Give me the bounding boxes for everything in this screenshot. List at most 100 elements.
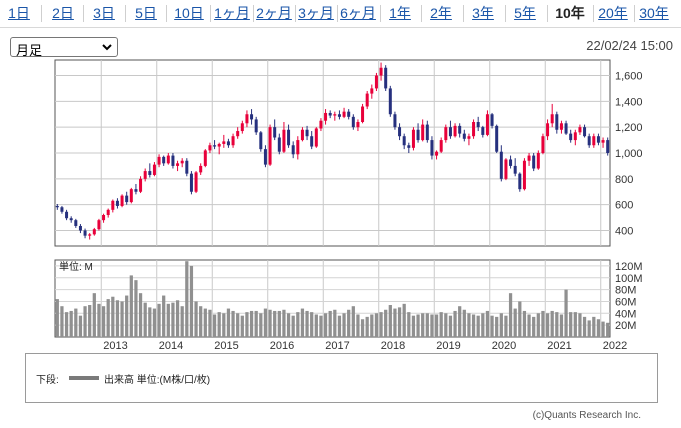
volume-pane-frame (54, 259, 611, 338)
candle-body (324, 112, 328, 121)
volume-bar (337, 315, 342, 337)
volume-bar (467, 313, 471, 337)
tab-divider (421, 5, 422, 22)
candle-body (448, 127, 452, 137)
volume-bar (351, 306, 355, 337)
x-axis-year-label: 2022 (603, 340, 627, 350)
tab-6m[interactable]: 6ヶ月 (340, 5, 376, 21)
candle-body (162, 156, 166, 164)
candle-body (314, 128, 318, 147)
volume-bar (162, 295, 166, 337)
tab-3m[interactable]: 3ヶ月 (298, 5, 334, 21)
volume-unit-label: 単位: M (59, 260, 93, 273)
tab-10y[interactable]: 10年 (555, 5, 585, 21)
volume-bar (365, 316, 369, 337)
tab-20y[interactable]: 20年 (598, 5, 628, 21)
tab-3y[interactable]: 3年 (472, 5, 494, 21)
x-axis-year-label: 2020 (492, 340, 516, 350)
candle-body (379, 67, 383, 76)
volume-bar (328, 310, 332, 337)
tab-divider (210, 5, 211, 22)
candle-body (342, 111, 346, 117)
volume-bar (240, 315, 244, 337)
candle-body (462, 133, 466, 139)
volume-bar (60, 306, 64, 337)
candle-body (453, 125, 457, 137)
candle-body (559, 123, 563, 130)
volume-bar (388, 305, 392, 337)
tab-30y[interactable]: 30年 (639, 5, 669, 21)
tab-2y[interactable]: 2年 (430, 5, 452, 21)
volume-bar (592, 316, 596, 337)
volume-bar (189, 265, 194, 337)
candle-body (485, 114, 489, 135)
volume-bar (384, 309, 388, 337)
candle-body (490, 114, 494, 126)
tab-divider (41, 5, 42, 22)
candle-body (268, 127, 272, 165)
volume-tick-label: 40M (615, 308, 636, 320)
volume-bar (545, 313, 550, 337)
volume-bar (157, 303, 161, 337)
volume-bar (439, 312, 443, 337)
volume-bar (143, 302, 147, 337)
candle-body (573, 132, 577, 141)
tab-5y[interactable]: 5年 (514, 5, 536, 21)
volume-bar (578, 313, 582, 337)
price-tick-label: 800 (615, 174, 633, 186)
volume-bar (601, 321, 605, 337)
candle-body (250, 114, 254, 120)
tab-1m[interactable]: 1ヶ月 (214, 5, 250, 21)
tab-1y[interactable]: 1年 (389, 5, 411, 21)
x-axis-year-label: 2015 (214, 340, 238, 350)
volume-bar (273, 310, 277, 337)
tab-2m[interactable]: 2ヶ月 (256, 5, 292, 21)
candle-body (347, 111, 351, 117)
candle-body (222, 141, 226, 144)
volume-bar (495, 316, 499, 337)
tab-1d[interactable]: 1日 (8, 5, 30, 21)
candle-body (273, 127, 277, 138)
candle-body (407, 145, 411, 148)
candle-body (384, 67, 388, 89)
volume-bar (74, 308, 78, 337)
candle-body (435, 151, 439, 156)
volume-bar (129, 275, 133, 337)
volume-bar (564, 289, 568, 337)
candle-body (569, 133, 573, 141)
volume-bar (115, 300, 120, 337)
period-tab-bar: 1日 2日 3日 5日 10日 1ヶ月 2ヶ月 3ヶ月 6ヶ月 1年 2年 3年… (0, 0, 681, 27)
volume-bar (171, 302, 175, 337)
tab-10d[interactable]: 10日 (174, 5, 204, 21)
volume-bar (453, 310, 457, 337)
candle-body (185, 160, 189, 174)
tab-divider (125, 5, 126, 22)
tab-5d[interactable]: 5日 (135, 5, 157, 21)
candle-body (555, 114, 559, 130)
volume-bar (263, 308, 268, 337)
legend-volume-label: 出来高 単位:(M株/口/枚) (104, 375, 211, 386)
tab-divider (253, 5, 254, 22)
candle-body (361, 106, 365, 122)
volume-bar (88, 305, 92, 337)
tab-2d[interactable]: 2日 (52, 5, 74, 21)
volume-bar (175, 300, 180, 337)
volume-bar (555, 312, 559, 337)
candle-body (296, 140, 300, 155)
volume-bar (360, 319, 365, 337)
volume-bar (421, 313, 425, 337)
volume-bar (573, 312, 577, 337)
volume-bar (64, 312, 69, 337)
price-tick-label: 1,200 (615, 122, 643, 134)
price-tick-label: 600 (615, 200, 633, 212)
tab-3d[interactable]: 3日 (93, 5, 115, 21)
candle-body (365, 93, 369, 107)
volume-bar (323, 313, 328, 337)
volume-tick-label: 120M (615, 261, 643, 273)
volume-bar (481, 313, 485, 337)
tab-divider (83, 5, 84, 22)
tab-divider (295, 5, 296, 22)
candle-body (411, 129, 415, 148)
period-select[interactable]: 月足 (10, 37, 118, 58)
candle-body (213, 145, 217, 147)
